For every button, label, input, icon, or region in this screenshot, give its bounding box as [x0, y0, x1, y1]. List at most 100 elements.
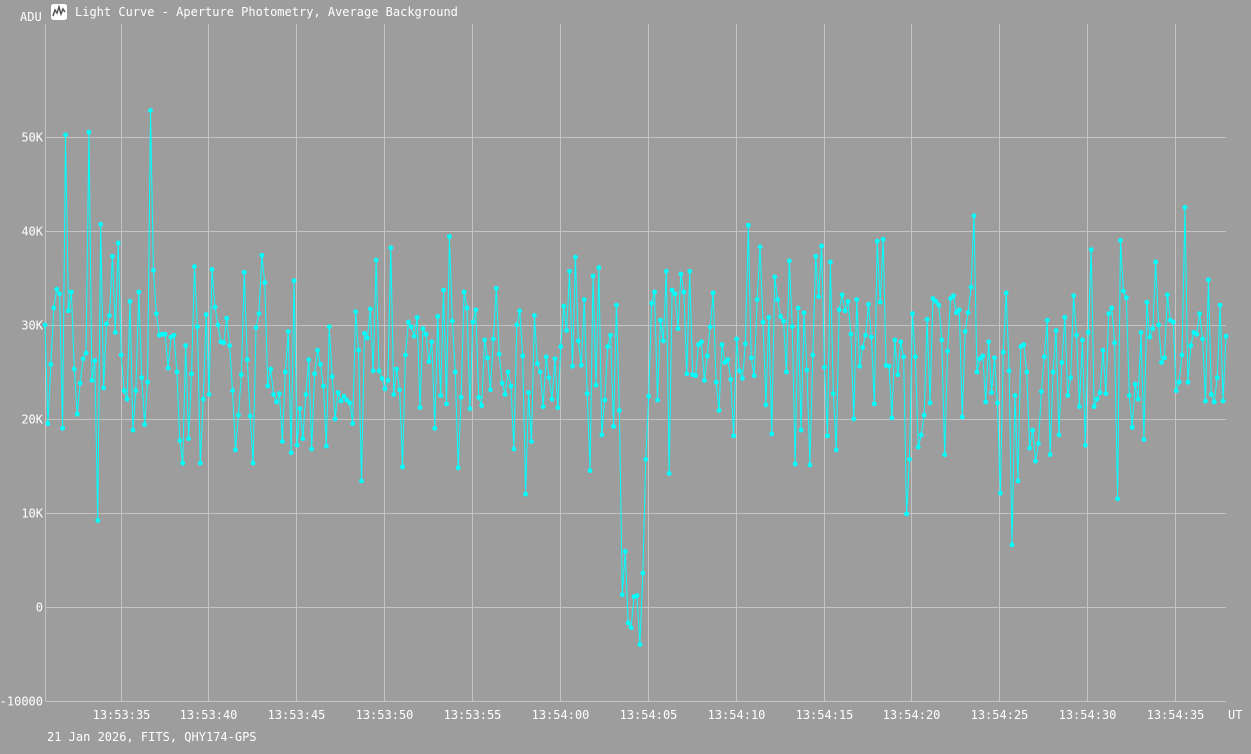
data-point	[628, 625, 634, 631]
data-point	[962, 329, 968, 334]
data-point	[83, 350, 89, 356]
x-tick-label: 13:53:45	[268, 708, 326, 722]
data-point	[760, 319, 766, 325]
data-point	[596, 265, 602, 270]
data-point	[587, 468, 593, 474]
data-point	[757, 244, 763, 250]
data-point	[321, 383, 326, 389]
data-point	[505, 369, 511, 375]
data-point	[845, 298, 851, 304]
data-point	[866, 301, 871, 307]
data-point	[1091, 404, 1097, 410]
data-point	[447, 234, 452, 239]
data-point	[110, 253, 115, 259]
data-point	[417, 405, 423, 411]
data-point	[581, 297, 587, 302]
data-point	[675, 326, 681, 332]
data-point	[1038, 389, 1044, 395]
data-point	[1135, 396, 1141, 402]
y-tick-label: 0	[36, 601, 43, 615]
data-point	[373, 257, 379, 263]
data-point	[616, 408, 622, 413]
data-point	[678, 271, 684, 277]
data-point	[558, 344, 564, 349]
data-point	[1080, 337, 1085, 343]
data-point	[71, 366, 77, 372]
data-point	[725, 357, 731, 363]
data-point	[602, 397, 608, 403]
y-tick-label: 10K	[21, 507, 43, 521]
data-point	[912, 354, 918, 360]
data-point	[751, 373, 757, 379]
data-point	[1024, 369, 1030, 375]
data-point	[115, 240, 121, 246]
data-point	[1121, 288, 1126, 294]
data-point	[1211, 399, 1217, 405]
x-tick-label: 13:53:55	[444, 708, 502, 722]
data-point	[1012, 393, 1018, 398]
data-point	[1217, 302, 1223, 308]
data-point	[637, 642, 643, 647]
data-point	[1062, 314, 1068, 320]
data-point	[552, 356, 558, 362]
data-point	[488, 387, 493, 393]
data-point	[408, 324, 414, 330]
data-point	[842, 308, 848, 314]
data-point	[974, 369, 980, 375]
data-point	[813, 253, 819, 259]
data-point	[200, 396, 206, 402]
x-tick-label: 13:54:10	[708, 708, 766, 722]
data-point	[1176, 379, 1182, 385]
data-point	[1203, 398, 1208, 404]
data-point	[737, 368, 742, 374]
data-point	[827, 259, 833, 265]
data-point	[1109, 305, 1115, 311]
data-point	[687, 268, 693, 274]
data-point	[329, 374, 335, 379]
data-point	[1173, 388, 1179, 394]
data-point	[215, 322, 221, 328]
data-point	[701, 377, 707, 383]
data-point	[742, 341, 748, 347]
data-point	[851, 416, 857, 422]
data-point	[306, 357, 312, 363]
data-point	[860, 345, 866, 350]
data-point	[405, 319, 411, 325]
data-point	[1185, 379, 1191, 385]
data-point	[593, 382, 599, 388]
data-point	[728, 377, 734, 382]
data-point	[45, 421, 51, 427]
data-point	[646, 393, 652, 399]
data-point	[660, 338, 666, 344]
y-tick-label: -10000	[0, 695, 43, 709]
data-point	[784, 369, 789, 375]
data-point	[880, 236, 886, 242]
data-point	[1044, 317, 1050, 323]
data-point	[136, 289, 142, 295]
data-point	[142, 422, 148, 427]
data-point	[432, 425, 438, 431]
data-point	[1115, 496, 1120, 502]
data-point	[423, 331, 429, 337]
data-point	[959, 414, 965, 420]
data-point	[303, 392, 309, 397]
data-point	[1071, 293, 1077, 299]
data-point	[197, 460, 203, 466]
data-point	[57, 291, 63, 297]
data-point	[1094, 396, 1100, 402]
data-point	[1150, 326, 1156, 332]
data-point	[92, 358, 98, 364]
data-point	[933, 298, 939, 304]
data-point	[297, 406, 303, 411]
data-point	[798, 427, 804, 433]
data-point	[1036, 440, 1041, 446]
data-point	[51, 305, 57, 311]
data-point	[1214, 375, 1220, 380]
data-point	[1033, 458, 1038, 464]
data-point	[871, 401, 877, 407]
data-point	[54, 286, 60, 292]
data-point	[822, 364, 827, 370]
data-point	[209, 267, 215, 272]
data-point	[1200, 336, 1205, 342]
data-point	[564, 328, 570, 333]
